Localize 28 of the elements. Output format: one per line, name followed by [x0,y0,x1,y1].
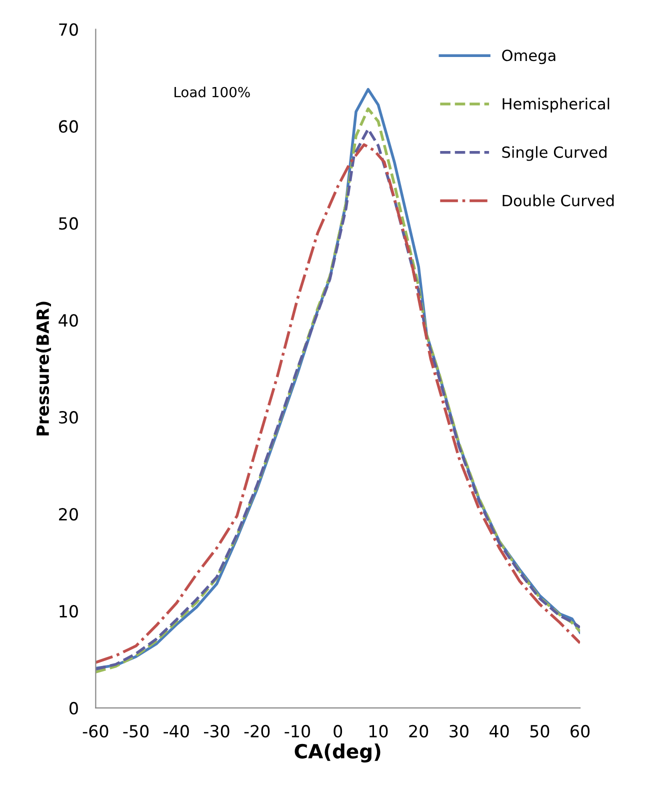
y-tick-label: 40 [58,314,78,327]
x-tick-label: -60 [82,724,108,738]
y-tick-label: 30 [59,411,78,424]
y-tick-label: 60 [58,120,78,133]
legend-label: Hemispherical [502,98,610,113]
x-tick-label: -20 [244,724,270,738]
x-tick-label: 10 [369,724,388,738]
legend-label: Single Curved [502,146,606,161]
annotation: Load 100% [174,86,250,98]
x-tick-label: -40 [164,724,189,738]
x-axis-title: CA(deg) [294,744,380,762]
legend-label: Double Curved [502,194,614,206]
x-tick-label: 30 [450,724,468,738]
y-tick-label: 70 [59,23,78,36]
legend-label: Omega [502,50,556,64]
y-tick-label: 10 [60,604,78,618]
x-tick-label: 50 [530,724,550,738]
y-tick-label: 20 [59,508,78,521]
x-tick-label: -30 [204,724,230,738]
x-tick-label: 0 [334,724,342,738]
x-tick-label: 20 [409,724,428,738]
y-tick-label: 50 [59,217,78,230]
y-axis-title: Pressure(BAR) [36,302,51,436]
x-tick-label: -50 [123,724,149,738]
x-tick-label: 40 [490,724,509,738]
x-tick-label: -10 [284,724,310,738]
x-tick-label: 60 [570,724,590,738]
y-tick-label: 0 [70,702,78,715]
